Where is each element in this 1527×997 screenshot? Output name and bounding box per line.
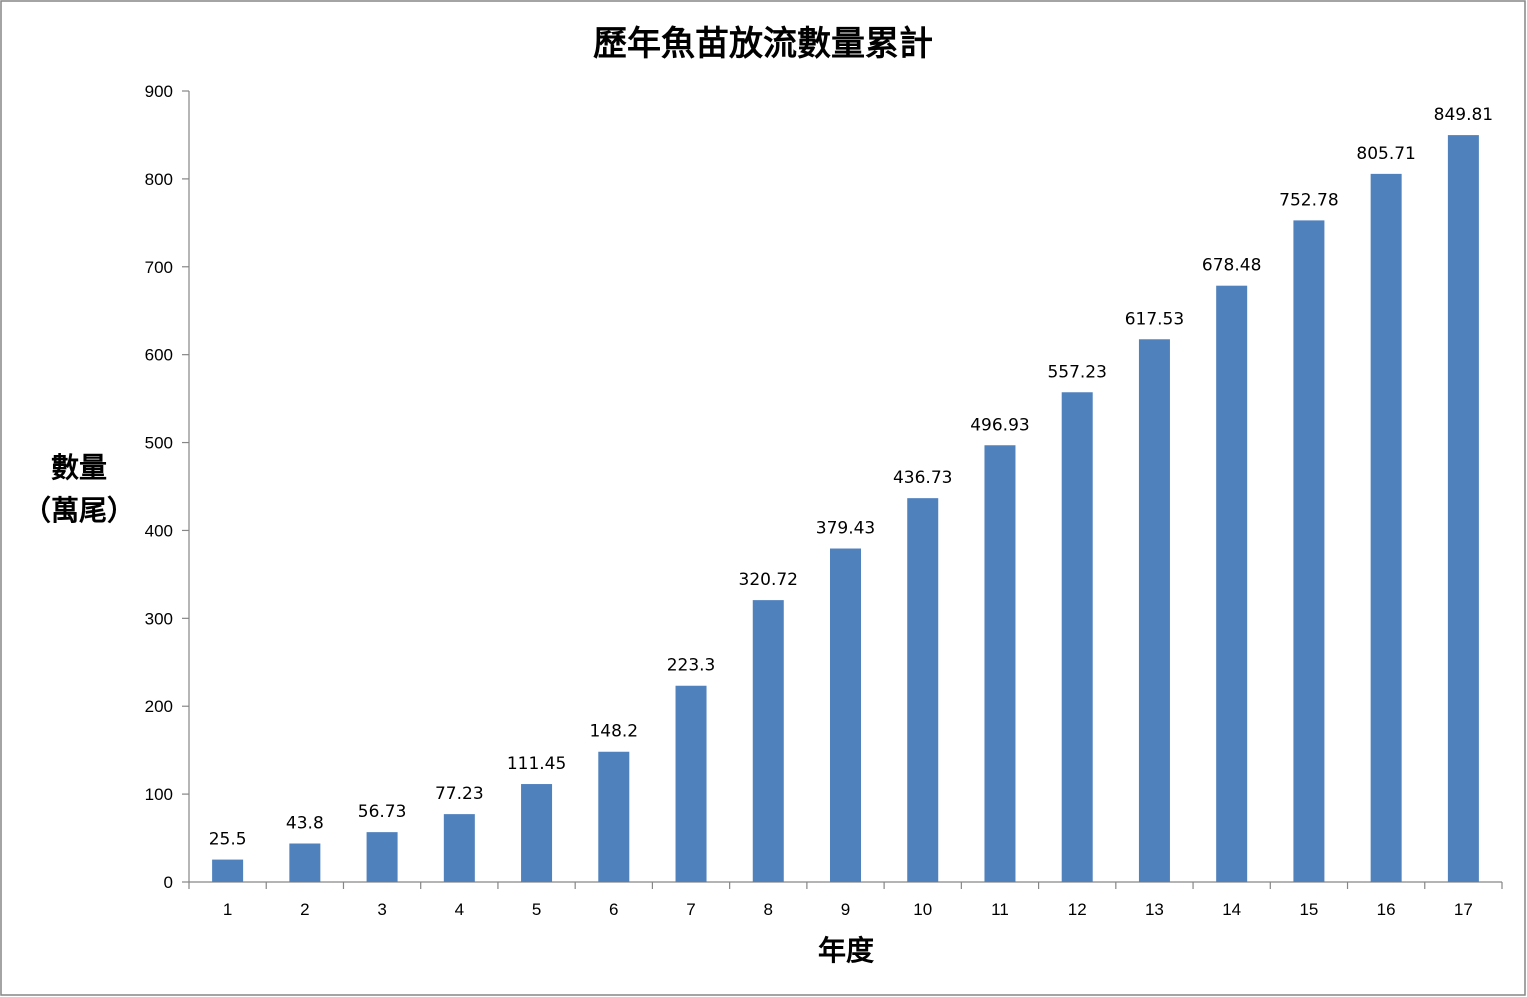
bar: [366, 832, 398, 882]
x-tick-label: 11: [991, 900, 1009, 919]
data-label: 849.81: [1434, 105, 1493, 125]
x-tick-label: 7: [686, 900, 695, 919]
x-tick-label: 12: [1068, 900, 1087, 919]
bar: [752, 600, 784, 882]
y-tick-label: 500: [145, 434, 173, 453]
y-axis-title-line1: 數量: [51, 451, 107, 484]
bar: [212, 859, 244, 882]
bar: [1138, 339, 1170, 882]
x-axis-title: 年度: [818, 934, 874, 967]
data-label: 379.43: [816, 519, 875, 539]
bar: [1216, 285, 1248, 882]
y-tick-label: 0: [164, 873, 173, 892]
data-label: 752.78: [1279, 190, 1338, 210]
x-tick-label: 1: [223, 900, 232, 919]
data-label: 77.23: [435, 784, 484, 804]
x-tick-label: 10: [913, 900, 932, 919]
bar: [1061, 392, 1093, 882]
chart-title: 歷年魚苗放流數量累計: [593, 24, 933, 64]
data-label: 436.73: [893, 468, 952, 488]
data-label: 111.45: [507, 754, 566, 774]
x-tick-label: 8: [764, 900, 773, 919]
x-tick-label: 2: [300, 900, 309, 919]
y-tick-label: 800: [145, 170, 173, 189]
data-label: 320.72: [739, 570, 798, 590]
bar: [521, 784, 553, 882]
x-tick-label: 3: [377, 900, 386, 919]
x-tick-label: 5: [532, 900, 541, 919]
data-label: 617.53: [1125, 309, 1184, 329]
data-label: 43.8: [286, 814, 324, 834]
bar: [598, 751, 630, 882]
bar: [675, 685, 707, 882]
data-label: 56.73: [358, 802, 407, 822]
y-tick-label: 300: [145, 609, 173, 628]
data-label: 805.71: [1356, 144, 1415, 164]
x-tick-label: 6: [609, 900, 618, 919]
bar: [1370, 173, 1402, 883]
plot-area: 0 100 200 300 400 500 600 700 800 900 1 25.5 2 43.8 3 5…: [145, 82, 1503, 919]
y-tick-label: 100: [145, 785, 173, 804]
y-tick-label: 600: [145, 346, 173, 365]
x-tick-label: 16: [1377, 900, 1396, 919]
x-tick-label: 14: [1222, 900, 1241, 919]
data-label: 678.48: [1202, 256, 1261, 276]
y-tick-label: 400: [145, 521, 173, 540]
x-tick-label: 17: [1454, 900, 1473, 919]
bar: [1293, 220, 1325, 882]
bar: [289, 843, 321, 882]
x-tick-label: 15: [1299, 900, 1318, 919]
y-axis-title-line2: （萬尾）: [23, 494, 135, 527]
x-tick-label: 13: [1145, 900, 1164, 919]
y-tick-label: 200: [145, 697, 173, 716]
y-tick-label: 900: [145, 82, 173, 101]
bar: [443, 814, 475, 882]
x-tick-label: 9: [841, 900, 850, 919]
bar: [907, 498, 939, 882]
bar: [830, 548, 861, 882]
x-tick-label: 4: [455, 900, 464, 919]
bar: [984, 445, 1016, 882]
y-tick-label: 700: [145, 258, 173, 277]
data-label: 25.5: [209, 830, 247, 850]
data-label: 557.23: [1047, 362, 1106, 382]
data-label: 496.93: [970, 415, 1029, 435]
data-label: 223.3: [667, 656, 716, 676]
data-label: 148.2: [589, 722, 638, 742]
bar: [1447, 135, 1479, 882]
